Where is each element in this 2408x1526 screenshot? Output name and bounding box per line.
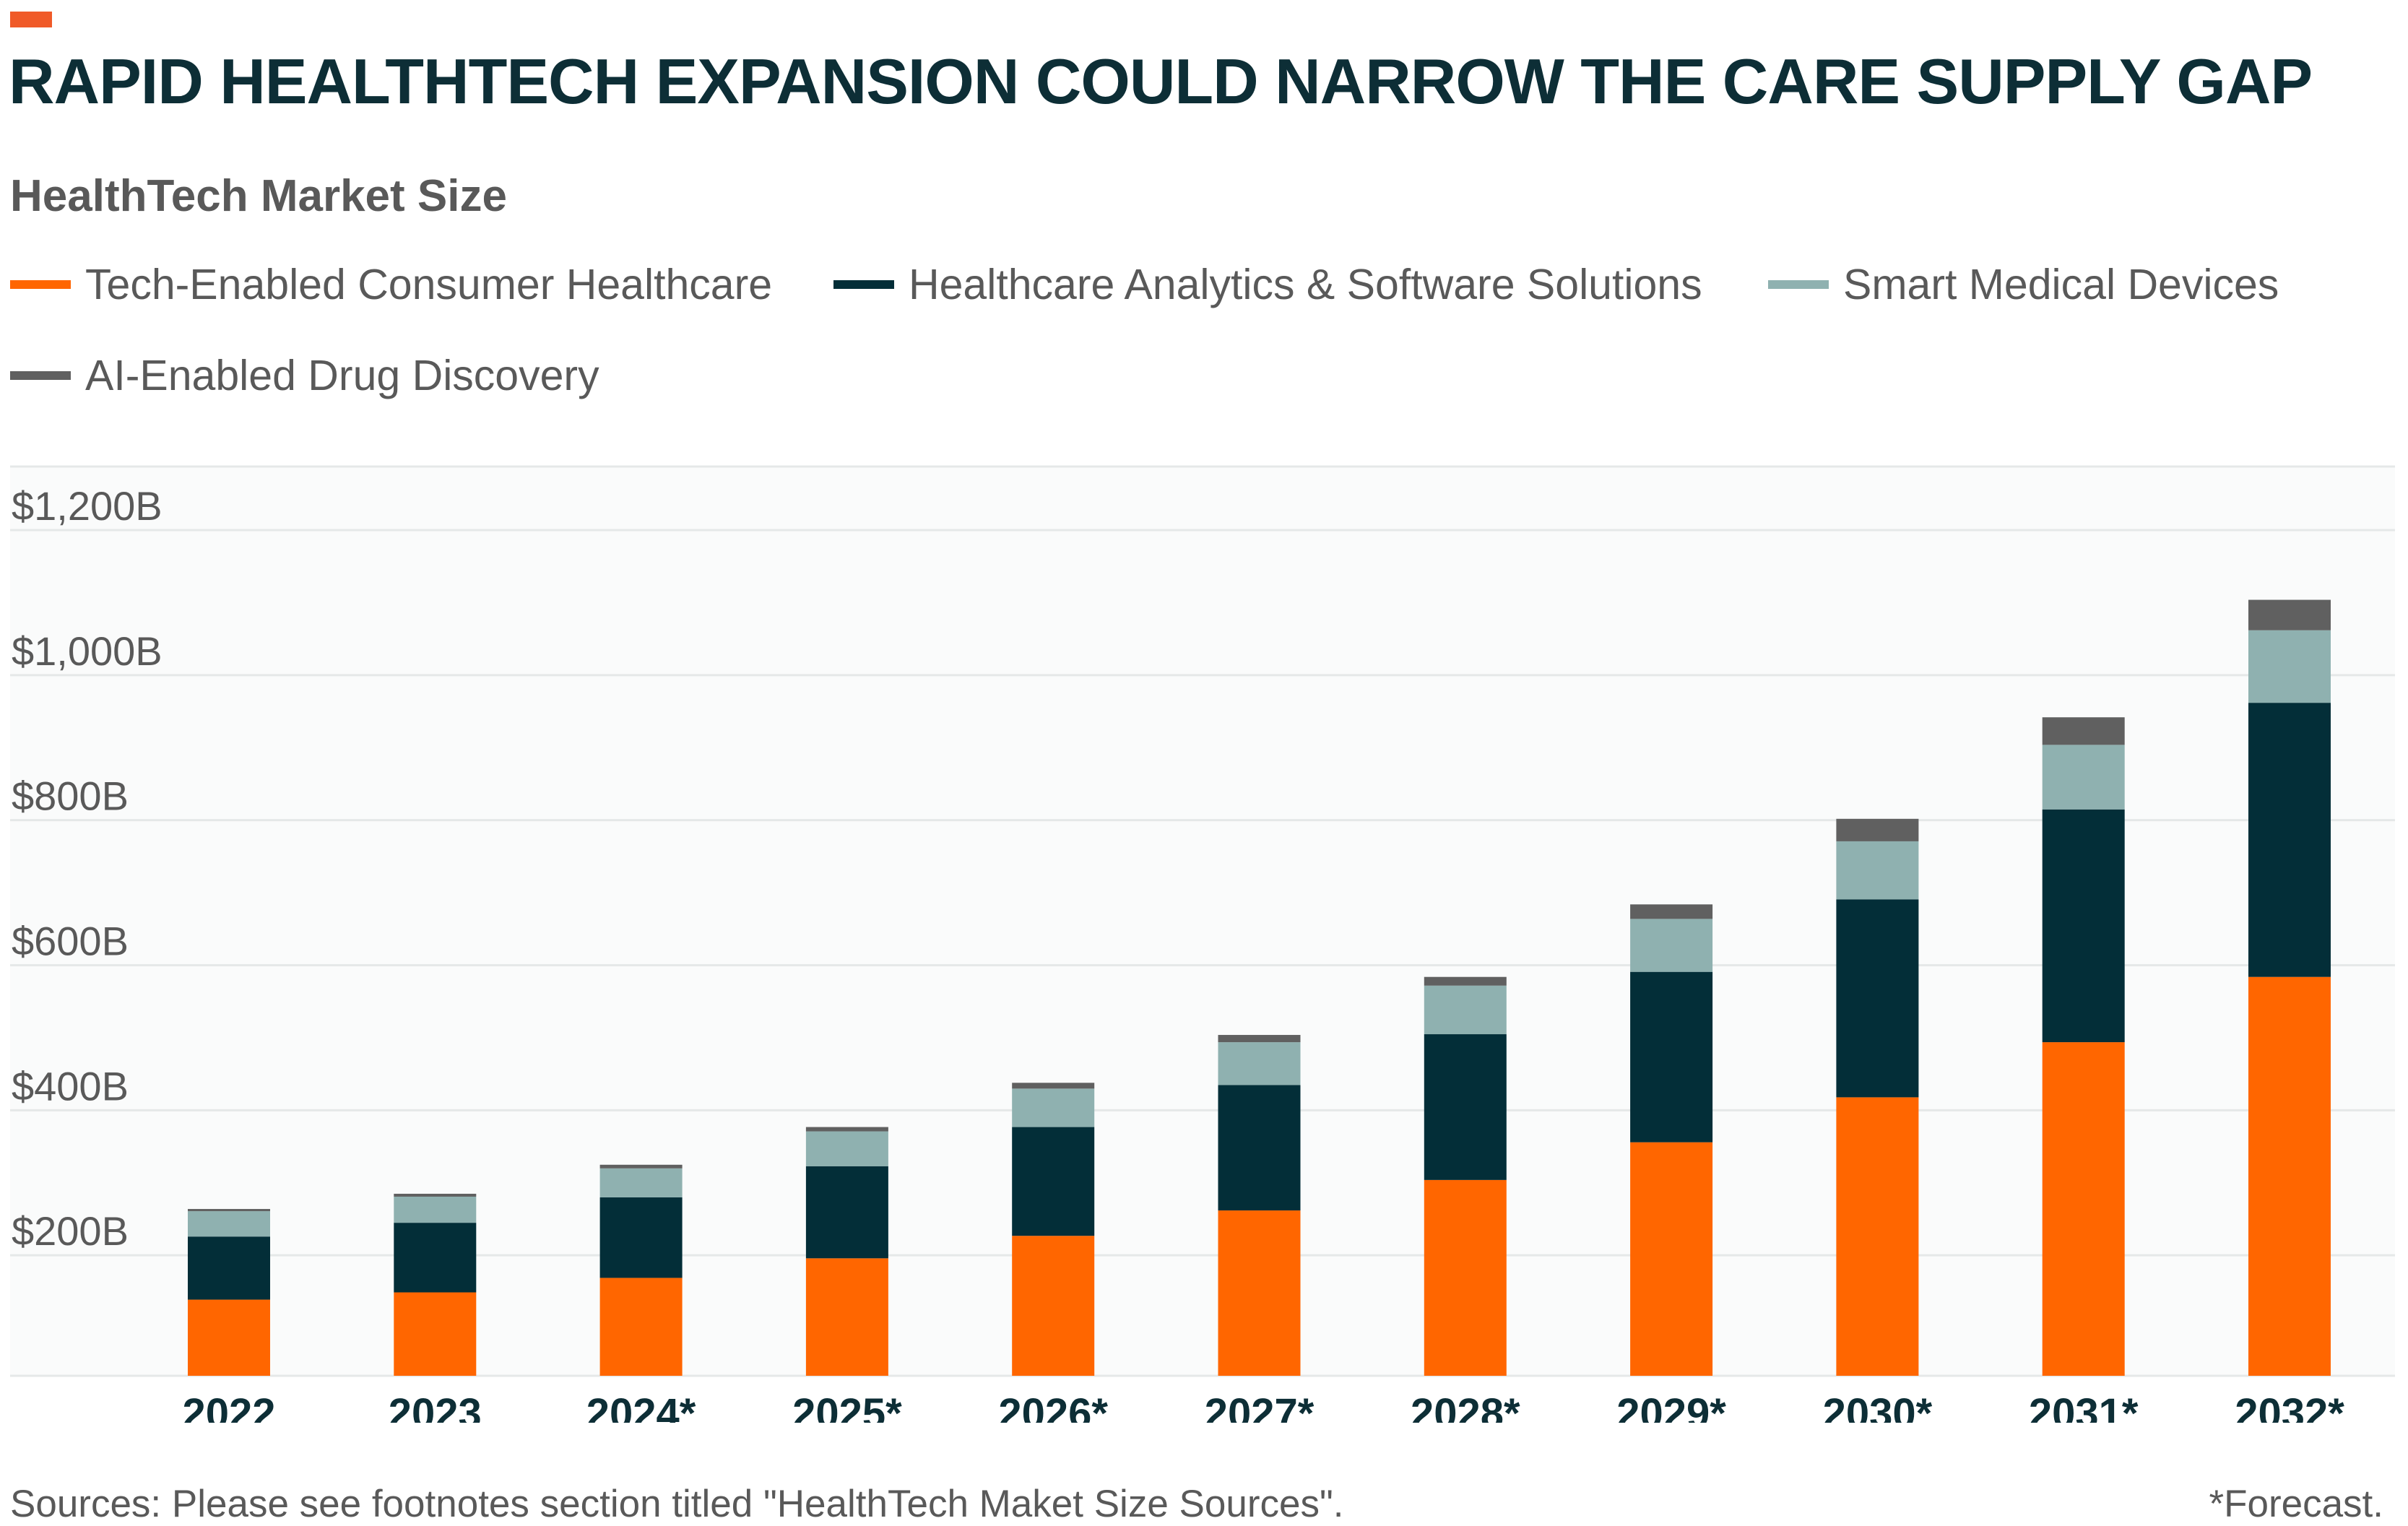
bar-segment-analytics-software-2031 <box>2042 809 2125 1043</box>
bar-segment-tech-consumer-2026 <box>1012 1236 1095 1376</box>
stacked-bar-chart: $200B$400B$600B$800B$1,000B$1,200B 2022 2… <box>10 465 2395 1423</box>
bar-segment-analytics-software-2027 <box>1218 1085 1301 1211</box>
y-tick-labels: $200B $400B $600B $800B $1,000B $1,200B <box>12 483 163 1254</box>
bar-segment-tech-consumer-2022 <box>188 1299 270 1376</box>
bar-segment-tech-consumer-2031 <box>2042 1042 2125 1376</box>
bar-segment-ai-drug-2029 <box>1630 904 1713 919</box>
x-tick-label: 2023 <box>389 1390 482 1423</box>
y-tick-label: $600B <box>12 919 129 964</box>
accent-bar <box>10 12 52 27</box>
bars <box>188 599 2331 1376</box>
bar-segment-ai-drug-2027 <box>1218 1035 1301 1043</box>
bar-segment-tech-consumer-2029 <box>1630 1142 1713 1376</box>
legend-item-ai-drug: AI-Enabled Drug Discovery <box>10 351 599 400</box>
bar-segment-analytics-software-2028 <box>1424 1034 1507 1180</box>
legend-swatch-tech-consumer <box>10 280 71 289</box>
bar-segment-smart-devices-2025 <box>805 1131 888 1166</box>
x-tick-label: 2030* <box>1823 1390 1933 1423</box>
y-tick-label: $200B <box>12 1208 129 1254</box>
bar-segment-smart-devices-2026 <box>1012 1088 1095 1127</box>
legend-label-ai-drug: AI-Enabled Drug Discovery <box>85 352 599 399</box>
bar-segment-tech-consumer-2027 <box>1218 1210 1301 1376</box>
bar-segment-analytics-software-2024 <box>599 1197 683 1278</box>
legend-swatch-ai-drug <box>10 371 71 380</box>
bar-segment-ai-drug-2028 <box>1424 976 1507 986</box>
x-tick-labels: 2022 2023 2024* 2025* 2026* 2027* 2028* 2029* 20… <box>182 1390 2344 1423</box>
legend-item-analytics-software: Healthcare Analytics & Software Solution… <box>833 260 1702 309</box>
bar-segment-tech-consumer-2028 <box>1424 1179 1507 1376</box>
forecast-note: *Forecast. <box>2209 1483 2383 1525</box>
bar-segment-analytics-software-2023 <box>394 1223 477 1293</box>
bar-segment-analytics-software-2022 <box>188 1236 270 1300</box>
legend-item-tech-consumer: Tech-Enabled Consumer Healthcare <box>10 260 772 309</box>
bar-segment-smart-devices-2028 <box>1424 985 1507 1035</box>
bar-segment-analytics-software-2029 <box>1630 971 1713 1143</box>
y-tick-label: $1,000B <box>12 628 163 674</box>
bar-segment-ai-drug-2022 <box>188 1209 270 1212</box>
legend-swatch-smart-devices <box>1768 280 1829 289</box>
bar-segment-ai-drug-2031 <box>2042 717 2125 745</box>
bar-segment-analytics-software-2032 <box>2248 703 2331 977</box>
bar-segment-ai-drug-2025 <box>805 1127 888 1132</box>
bar-segment-ai-drug-2026 <box>1012 1083 1095 1089</box>
bar-segment-tech-consumer-2023 <box>394 1292 477 1376</box>
chart-subtitle: HealthTech Market Size <box>10 171 507 221</box>
legend: Tech-Enabled Consumer Healthcare Healthc… <box>10 260 2394 426</box>
bar-segment-ai-drug-2032 <box>2248 599 2331 630</box>
x-tick-label: 2028* <box>1411 1390 1520 1423</box>
source-note: Sources: Please see footnotes section ti… <box>10 1483 1344 1525</box>
y-tick-label: $1,200B <box>12 483 163 529</box>
plot-background <box>10 467 2395 1376</box>
legend-item-smart-devices: Smart Medical Devices <box>1768 260 2279 309</box>
bar-segment-tech-consumer-2025 <box>805 1258 888 1376</box>
bar-segment-analytics-software-2030 <box>1836 899 1919 1098</box>
bar-segment-smart-devices-2024 <box>599 1168 683 1197</box>
bar-segment-smart-devices-2030 <box>1836 841 1919 900</box>
bar-segment-analytics-software-2025 <box>805 1166 888 1259</box>
bar-segment-smart-devices-2023 <box>394 1196 477 1223</box>
x-tick-label: 2025* <box>792 1390 902 1423</box>
x-tick-label: 2026* <box>998 1390 1108 1423</box>
bar-segment-tech-consumer-2030 <box>1836 1097 1919 1376</box>
x-tick-label: 2024* <box>586 1390 696 1423</box>
y-tick-label: $800B <box>12 773 129 819</box>
bar-segment-smart-devices-2022 <box>188 1211 270 1237</box>
legend-label-analytics-software: Healthcare Analytics & Software Solution… <box>909 261 1702 308</box>
bar-segment-analytics-software-2026 <box>1012 1127 1095 1236</box>
bar-segment-smart-devices-2032 <box>2248 630 2331 703</box>
legend-swatch-analytics-software <box>833 280 894 289</box>
bar-segment-ai-drug-2024 <box>599 1164 683 1169</box>
bar-segment-smart-devices-2031 <box>2042 745 2125 810</box>
legend-label-smart-devices: Smart Medical Devices <box>1843 261 2279 308</box>
x-tick-label: 2027* <box>1205 1390 1315 1423</box>
y-tick-label: $400B <box>12 1063 129 1109</box>
x-tick-label: 2032* <box>2235 1390 2344 1423</box>
bar-segment-smart-devices-2027 <box>1218 1042 1301 1085</box>
x-tick-label: 2029* <box>1616 1390 1726 1423</box>
bar-segment-tech-consumer-2032 <box>2248 976 2331 1376</box>
x-tick-label: 2022 <box>182 1390 275 1423</box>
bar-segment-smart-devices-2029 <box>1630 919 1713 972</box>
bar-segment-ai-drug-2030 <box>1836 818 1919 841</box>
bar-segment-ai-drug-2023 <box>394 1193 477 1197</box>
chart-title: RAPID HEALTHTECH EXPANSION COULD NARROW … <box>9 45 2313 117</box>
legend-label-tech-consumer: Tech-Enabled Consumer Healthcare <box>85 261 773 308</box>
x-tick-label: 2031* <box>2029 1390 2139 1423</box>
bar-segment-tech-consumer-2024 <box>599 1278 683 1376</box>
